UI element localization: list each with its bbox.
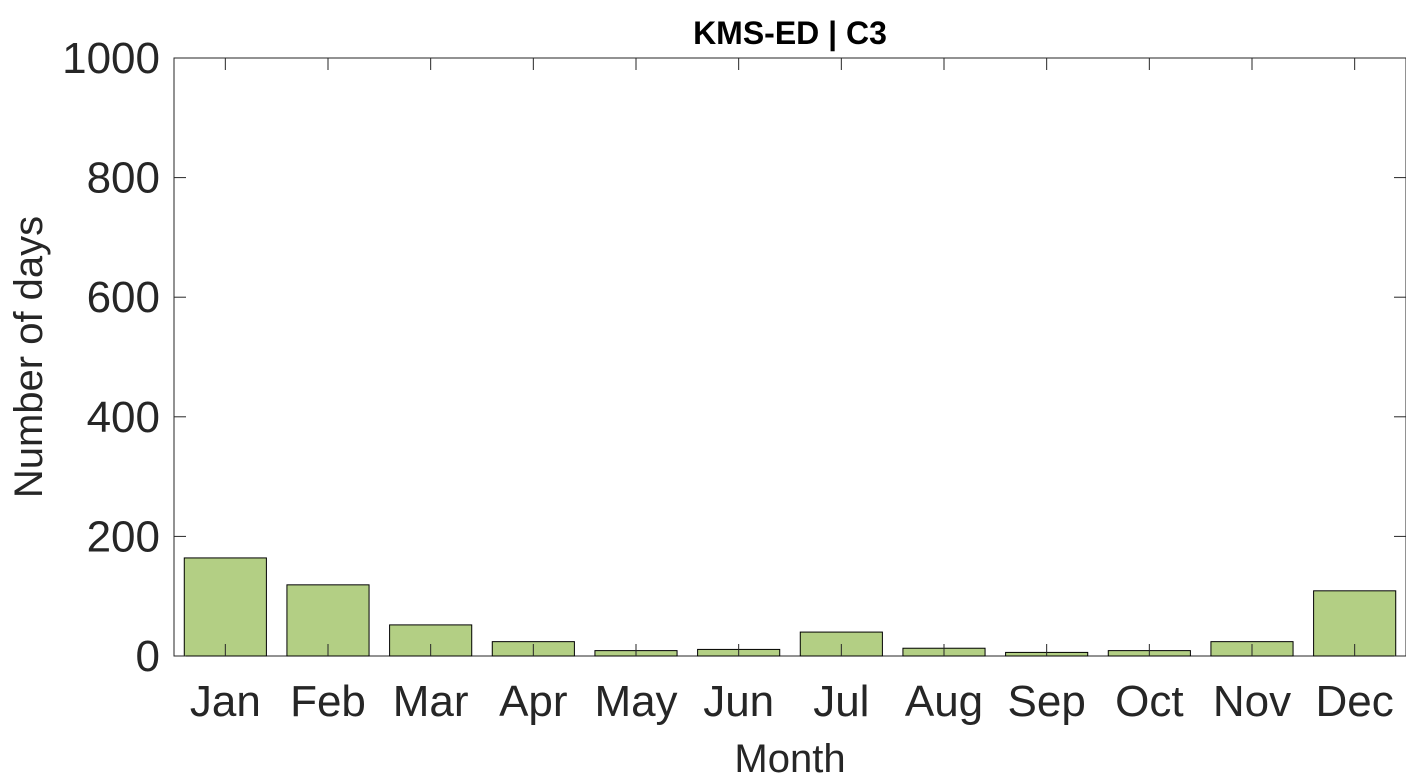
x-tick-label-jan: Jan <box>190 677 261 726</box>
x-axis-label: Month <box>734 737 845 781</box>
y-tick-label-400: 400 <box>87 393 160 442</box>
x-tick-label-nov: Nov <box>1213 677 1291 726</box>
bars-group <box>183 557 1397 657</box>
x-tick-label-may: May <box>594 677 677 726</box>
plot-area <box>173 57 1406 657</box>
x-tick-label-oct: Oct <box>1115 677 1183 726</box>
x-tick-label-sep: Sep <box>1008 677 1086 726</box>
axes-box <box>173 57 1406 657</box>
y-axis-ticks: 0 200 400 600 800 1000 <box>62 34 1406 681</box>
y-tick-label-600: 600 <box>87 273 160 322</box>
y-tick-label-200: 200 <box>87 512 160 561</box>
x-tick-label-aug: Aug <box>905 677 983 726</box>
x-tick-label-dec: Dec <box>1316 677 1394 726</box>
x-tick-label-mar: Mar <box>393 677 469 726</box>
bar-jan <box>183 557 267 657</box>
y-tick-label-800: 800 <box>87 154 160 203</box>
x-tick-label-apr: Apr <box>499 677 567 726</box>
y-tick-label-1000: 1000 <box>62 34 160 83</box>
x-tick-label-jun: Jun <box>703 677 774 726</box>
x-axis-ticks: Jan Feb Mar Apr May Jun Jul Aug Sep Oct Nov Dec <box>190 58 1394 726</box>
chart-title: KMS-ED | C3 <box>693 15 887 51</box>
x-tick-label-feb: Feb <box>290 677 366 726</box>
y-tick-label-0: 0 <box>136 632 160 681</box>
x-tick-label-jul: Jul <box>813 677 869 726</box>
y-axis-label: Number of days <box>7 216 51 498</box>
